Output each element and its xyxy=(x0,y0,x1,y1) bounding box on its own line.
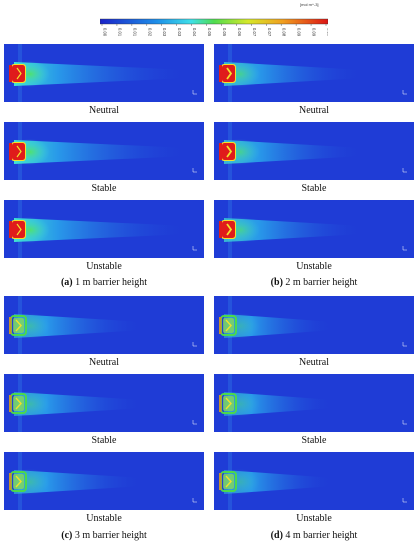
panel-caption: Stable xyxy=(301,435,327,446)
panel-caption: Unstable xyxy=(296,513,332,524)
barrier-source xyxy=(9,64,26,83)
panel-caption: Unstable xyxy=(296,261,332,272)
axis-triad-icon xyxy=(192,168,197,173)
contour-panel-b-3 xyxy=(214,200,414,258)
colorbar-tick-label: 0.00 xyxy=(103,28,108,37)
panel-caption: Unstable xyxy=(86,513,122,524)
contour-panel-c-3 xyxy=(4,452,204,510)
colorbar-tick-label: 0.05 xyxy=(207,28,212,37)
contour-panel-b-2 xyxy=(214,122,414,180)
subfigure-letter: (b) xyxy=(270,277,283,288)
panel-caption: Neutral xyxy=(299,357,329,368)
colorbar-tick-label: 0.08 xyxy=(282,28,287,37)
colorbar-tick-label: 0.03 xyxy=(177,28,182,37)
panel-caption: Unstable xyxy=(86,261,122,272)
colorbar: 0.00 0.01 0.01 0.02 0.03 0.03 0.04 0.05 0.05 0.06… xyxy=(100,18,329,37)
panel-caption: Neutral xyxy=(299,105,329,116)
axis-triad-icon xyxy=(402,342,407,347)
colorbar-tick-label: 0.10 xyxy=(327,28,329,37)
barrier-source xyxy=(219,220,236,239)
panel-caption: Stable xyxy=(91,435,117,446)
colorbar-tick-label: 0.09 xyxy=(312,28,317,37)
subfigure-text: 4 m barrier height xyxy=(282,530,358,541)
panel-caption: Stable xyxy=(91,183,117,194)
axis-triad-icon xyxy=(192,246,197,251)
contour-panel-d-2 xyxy=(214,374,414,432)
barrier-source xyxy=(9,471,27,492)
colorbar-tick-label: 0.01 xyxy=(132,28,137,37)
barrier-source xyxy=(9,220,26,239)
colorbar-gradient xyxy=(100,18,328,25)
subfigure-text: 2 m barrier height xyxy=(282,277,358,288)
subfigure-label-c: (c) 3 m barrier height xyxy=(4,530,204,542)
contour-panel-d-3 xyxy=(214,452,414,510)
contour-panel-c-1 xyxy=(4,296,204,354)
colorbar-tick-label: 0.09 xyxy=(297,28,302,37)
colorbar-tick-label: 0.05 xyxy=(222,28,227,37)
colorbar-tick-label: 0.02 xyxy=(147,28,152,37)
panel-caption: Stable xyxy=(301,183,327,194)
barrier-source xyxy=(9,142,26,161)
axis-triad-icon xyxy=(192,498,197,503)
axis-triad-icon xyxy=(192,342,197,347)
axis-triad-icon xyxy=(402,90,407,95)
barrier-source xyxy=(219,142,236,161)
barrier-source xyxy=(219,471,237,492)
subfigure-text: 1 m barrier height xyxy=(72,277,148,288)
colorbar-tick-label: 0.06 xyxy=(237,28,242,37)
contour-panel-a-1 xyxy=(4,44,204,102)
colorbar-unit: [mol m^-3] xyxy=(300,2,319,7)
barrier-source xyxy=(219,393,237,414)
contour-panel-a-2 xyxy=(4,122,204,180)
axis-triad-icon xyxy=(402,420,407,425)
axis-triad-icon xyxy=(402,498,407,503)
axis-triad-icon xyxy=(192,420,197,425)
contour-panel-d-1 xyxy=(214,296,414,354)
subfigure-label-d: (d) 4 m barrier height xyxy=(214,530,414,542)
contour-panel-a-3 xyxy=(4,200,204,258)
subfigure-letter: (c) xyxy=(61,530,73,541)
colorbar-tick-label: 0.07 xyxy=(267,28,272,37)
colorbar-tick-label: 0.03 xyxy=(162,28,167,37)
subfigure-label-a: (a) 1 m barrier height xyxy=(4,277,204,289)
axis-triad-icon xyxy=(402,246,407,251)
colorbar-tick-label: 0.01 xyxy=(117,28,122,37)
subfigure-letter: (d) xyxy=(270,530,283,541)
colorbar-tick-label: 0.07 xyxy=(252,28,257,37)
panel-caption: Neutral xyxy=(89,105,119,116)
barrier-source xyxy=(219,315,237,336)
contour-panel-c-2 xyxy=(4,374,204,432)
contour-panel-b-1 xyxy=(214,44,414,102)
barrier-source xyxy=(9,393,27,414)
subfigure-text: 3 m barrier height xyxy=(72,530,147,541)
axis-triad-icon xyxy=(192,90,197,95)
colorbar-tick-label: 0.04 xyxy=(192,28,197,37)
subfigure-letter: (a) xyxy=(60,277,73,288)
barrier-source xyxy=(219,64,236,83)
panel-caption: Neutral xyxy=(89,357,119,368)
subfigure-label-b: (b) 2 m barrier height xyxy=(214,277,414,289)
barrier-source xyxy=(9,315,27,336)
axis-triad-icon xyxy=(402,168,407,173)
